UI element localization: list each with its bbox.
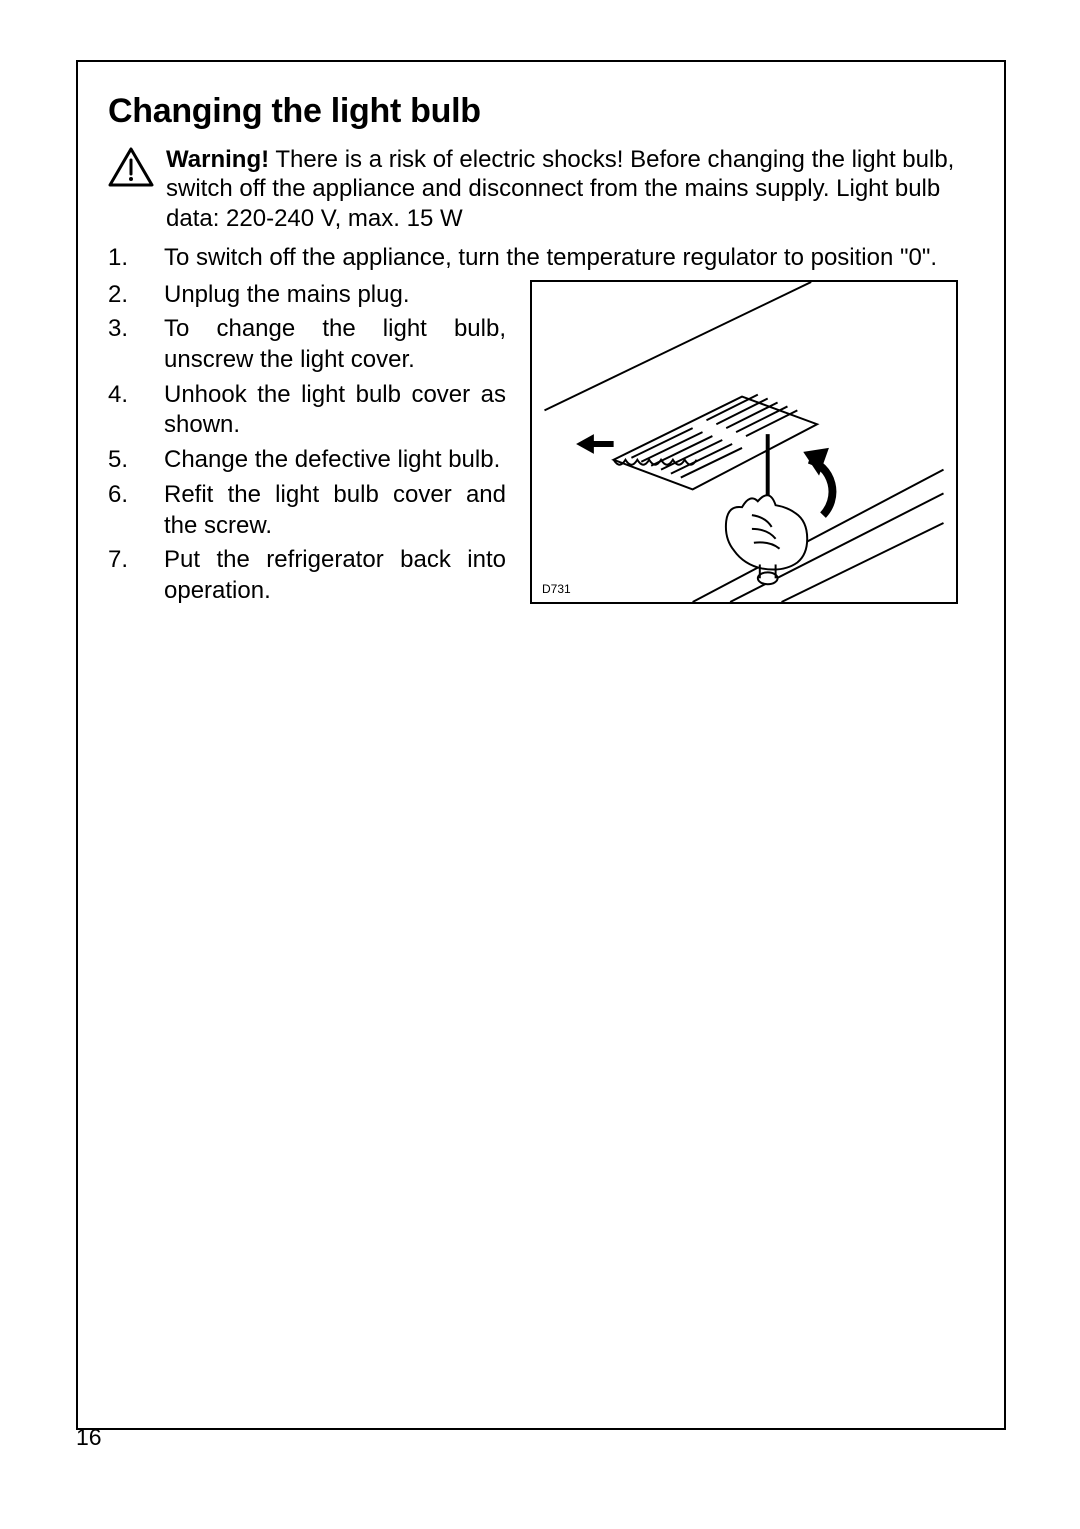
step-item: To switch off the appliance, turn the te…: [108, 243, 958, 274]
step-item: Refit the light bulb cover and the screw…: [108, 480, 506, 541]
page-content: Changing the light bulb Warning! There i…: [78, 62, 1004, 611]
warning-text: Warning! There is a risk of electric sho…: [166, 145, 958, 233]
warning-label: Warning!: [166, 146, 269, 173]
section-heading: Changing the light bulb: [108, 92, 958, 131]
two-column-row: Unplug the mains plug. To change the lig…: [108, 278, 958, 611]
page-number: 16: [76, 1424, 102, 1451]
step-text: Refit the light bulb cover and the screw…: [164, 480, 506, 541]
step-text: Put the refrigerator back into opera­tio…: [164, 545, 506, 606]
figure-label: D731: [542, 582, 571, 596]
step-text: Unhook the light bulb cover as shown.: [164, 380, 506, 441]
step-text: To change the light bulb, unscrew the li…: [164, 314, 506, 375]
steps-list-wide: To switch off the appliance, turn the te…: [108, 243, 958, 274]
light-bulb-diagram: [532, 282, 956, 602]
step-item: Unplug the mains plug.: [108, 280, 506, 311]
page-frame: Changing the light bulb Warning! There i…: [76, 60, 1006, 1430]
warning-icon: [108, 147, 154, 192]
steps-list-narrow: Unplug the mains plug. To change the lig…: [108, 280, 506, 607]
step-item: Change the defective light bulb.: [108, 445, 506, 476]
warning-block: Warning! There is a risk of electric sho…: [108, 145, 958, 233]
step-text: To switch off the appliance, turn the te…: [164, 243, 958, 274]
step-item: Put the refrigerator back into opera­tio…: [108, 545, 506, 606]
step-text: Change the defective light bulb.: [164, 445, 506, 476]
warning-body: There is a risk of electric shocks! Befo…: [166, 146, 954, 232]
step-text: Unplug the mains plug.: [164, 280, 506, 311]
steps-column: Unplug the mains plug. To change the lig…: [108, 278, 506, 611]
step-item: To change the light bulb, unscrew the li…: [108, 314, 506, 375]
figure: D731: [530, 280, 958, 604]
step-item: Unhook the light bulb cover as shown.: [108, 380, 506, 441]
